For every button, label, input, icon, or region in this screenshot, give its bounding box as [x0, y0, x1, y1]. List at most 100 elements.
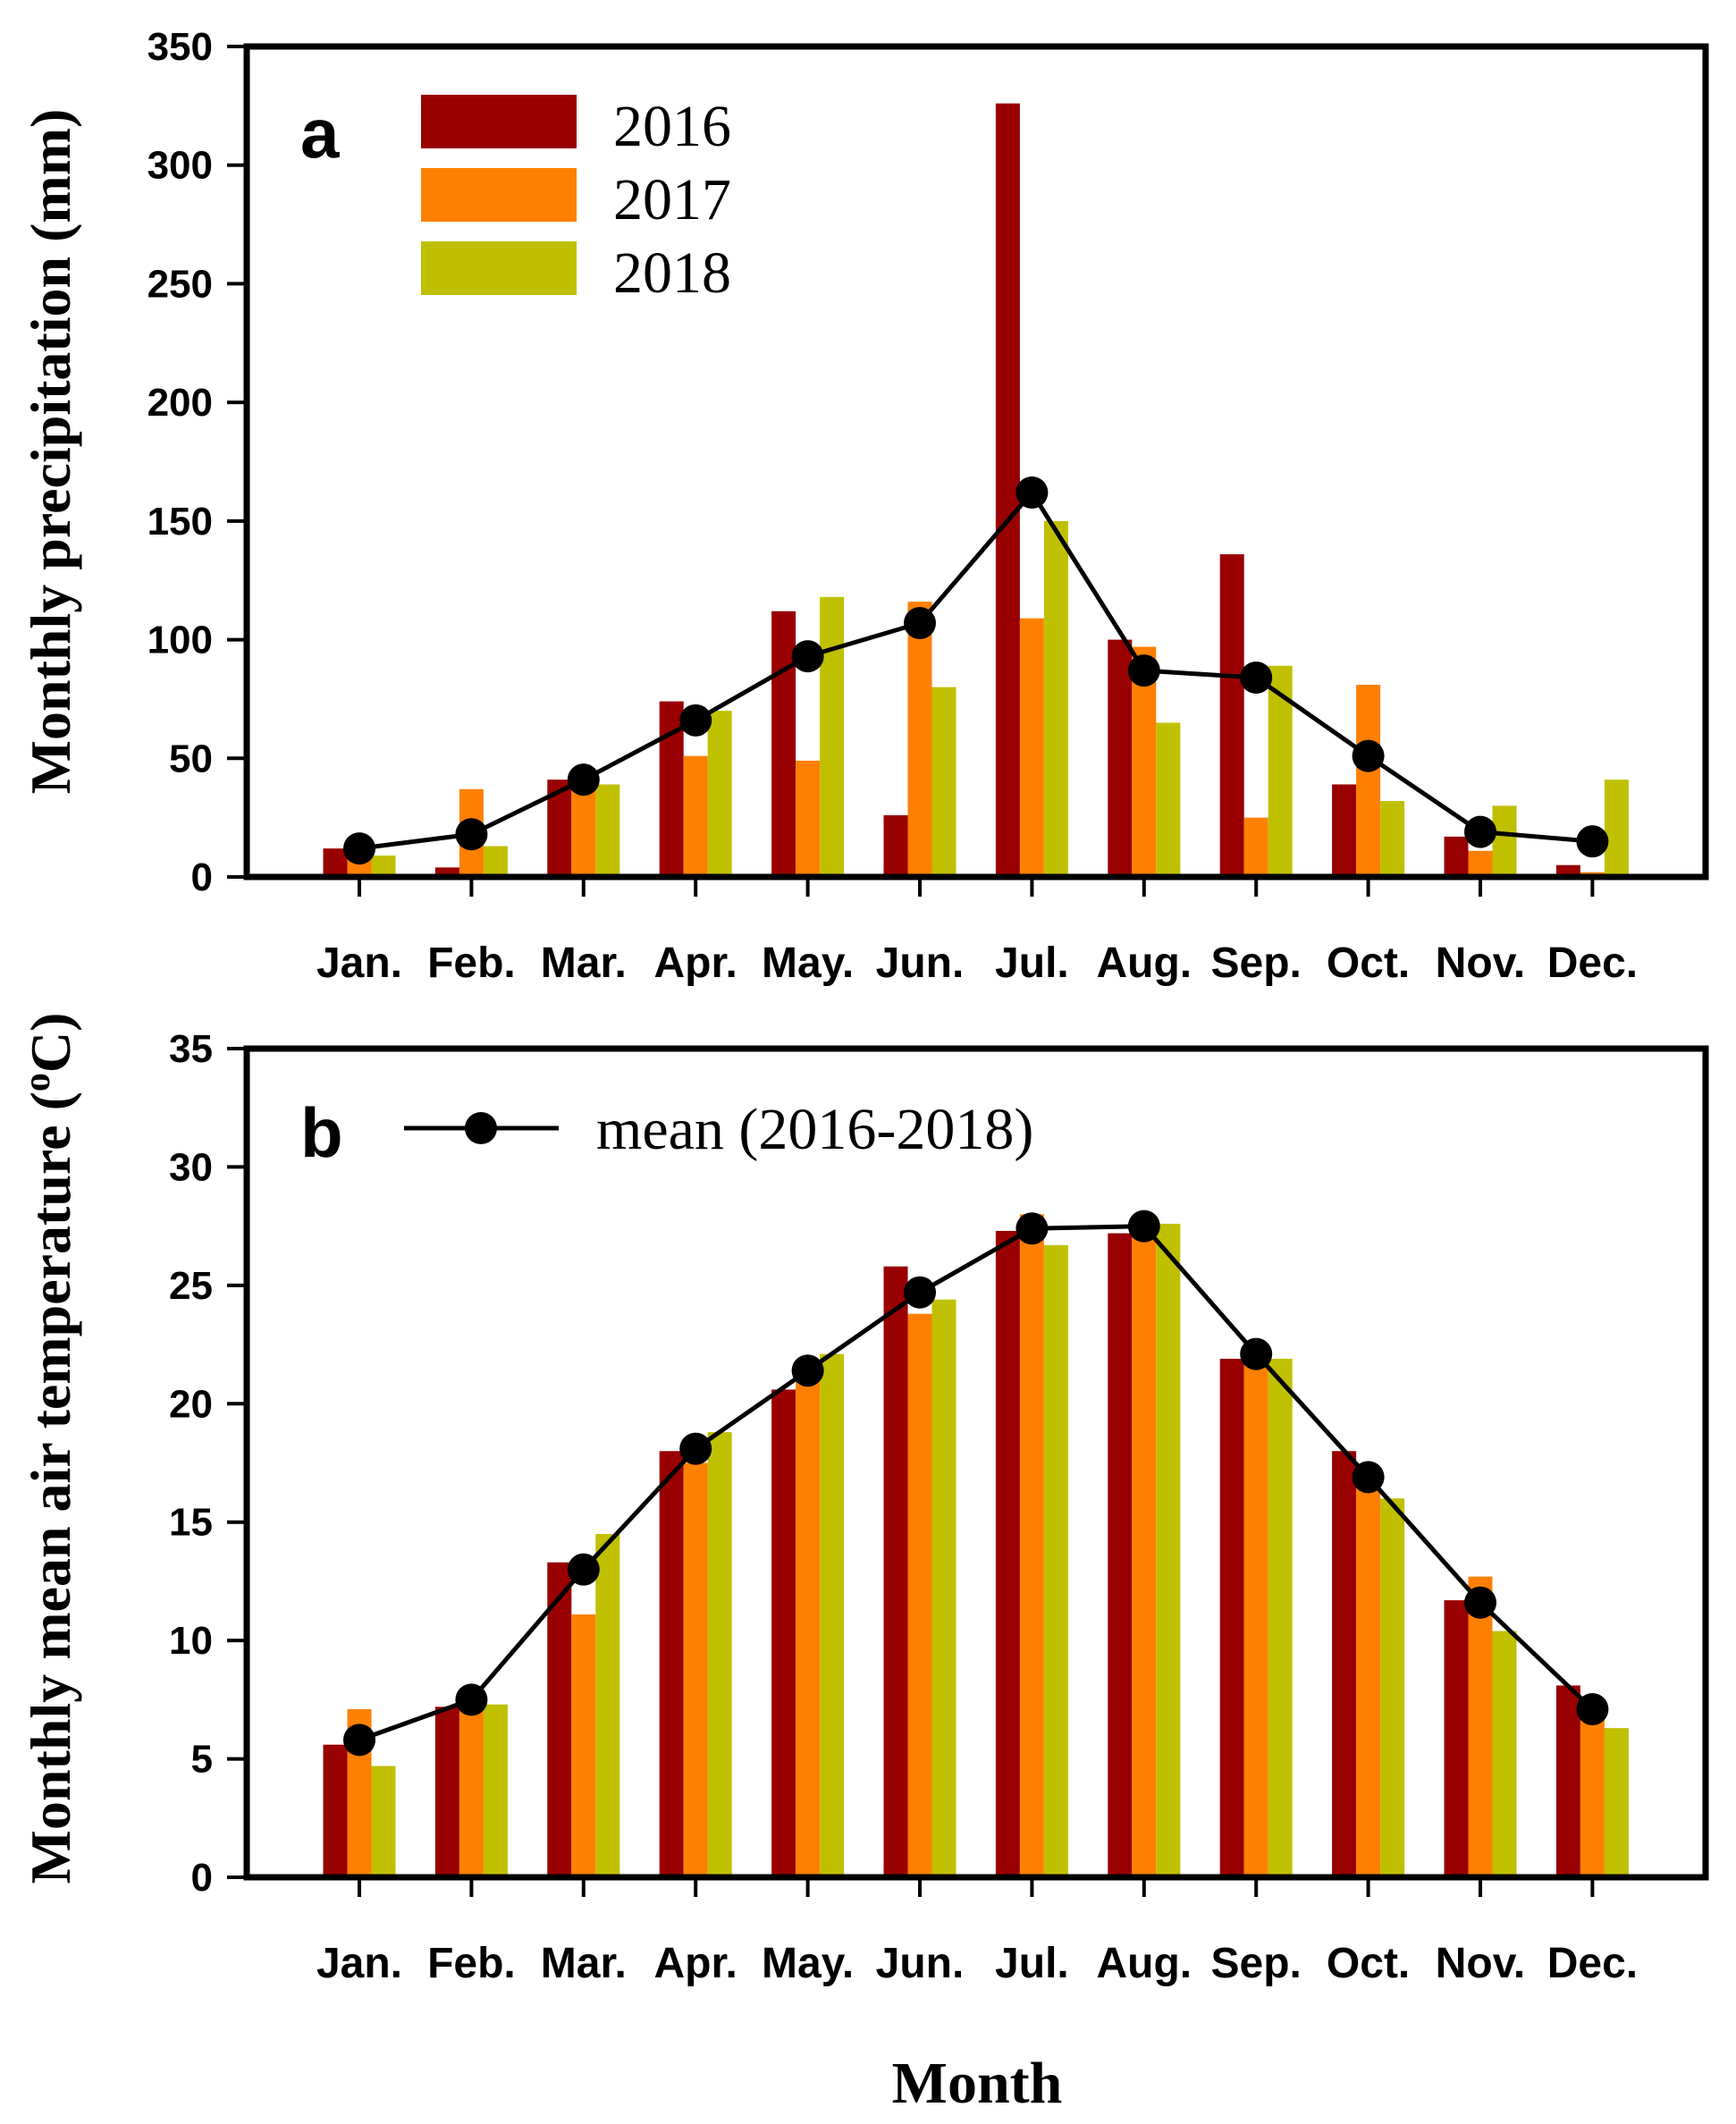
y-tick-label: 350: [147, 25, 213, 69]
mean-point-jun: [904, 606, 936, 639]
bar-2018-dec: [1604, 780, 1629, 877]
mean-point-may: [791, 1354, 824, 1387]
panel-b-bars: [323, 1214, 1629, 1877]
legend-label-2017: 2017: [613, 167, 731, 232]
bar-2017-jul: [1019, 618, 1044, 877]
legend-label-2018: 2018: [613, 240, 731, 306]
panel-b-x-ticks: Jan. Feb. Mar. Apr. May. Jun. Jul. Aug. Sep. Oct.…: [316, 1877, 1638, 1987]
bar-2018-sep: [1268, 665, 1293, 877]
bar-2016-oct: [1332, 784, 1357, 877]
x-tick-label: Feb.: [427, 1940, 516, 1987]
bar-2016-jul: [995, 103, 1020, 877]
bar-2016-jun: [883, 1266, 908, 1877]
panel-a-precipitation: 0 50 100 150 200 250 300 350 Jan. Feb. Mar. Apr. Ma…: [19, 25, 1709, 987]
bar-2016-may: [771, 611, 796, 877]
bar-2016-may: [771, 1389, 796, 1877]
bar-2016-oct: [1332, 1451, 1357, 1877]
x-tick-label: Mar.: [541, 940, 627, 987]
legend-swatch-2016: [421, 95, 577, 148]
mean-point-jun: [904, 1276, 936, 1309]
bar-2017-nov: [1468, 1576, 1493, 1877]
bar-2016-jul: [995, 1230, 1020, 1877]
x-tick-label: Oct.: [1327, 1940, 1410, 1987]
mean-point-may: [791, 640, 824, 673]
x-tick-label: Sep.: [1211, 1940, 1302, 1987]
panel-a-bars: [323, 103, 1629, 877]
mean-point-feb: [455, 818, 488, 851]
bar-2018-sep: [1268, 1358, 1293, 1877]
x-tick-label: Dec.: [1547, 1940, 1638, 1987]
bar-2016-sep: [1219, 554, 1244, 877]
bar-2018-apr: [707, 711, 732, 877]
y-tick-label: 0: [191, 856, 213, 899]
bar-2016-nov: [1444, 1600, 1469, 1877]
y-tick-label: 50: [169, 737, 213, 780]
panel-b-letter: b: [300, 1093, 343, 1172]
panel-b-mean-line: [343, 1210, 1609, 1757]
x-tick-label: Jan.: [316, 1940, 402, 1987]
mean-point-sep: [1240, 1337, 1273, 1370]
mean-point-nov: [1464, 815, 1496, 848]
mean-point-aug: [1127, 1210, 1160, 1243]
mean-point-nov: [1464, 1586, 1496, 1619]
y-tick-label: 150: [147, 500, 213, 544]
y-tick-label: 20: [169, 1382, 213, 1426]
bar-2016-sep: [1219, 1358, 1244, 1877]
bar-2017-jul: [1019, 1214, 1044, 1877]
bar-2017-sep: [1243, 1361, 1268, 1877]
bar-2016-dec: [1555, 1685, 1580, 1877]
mean-point-apr: [679, 704, 712, 737]
y-tick-label: 300: [147, 144, 213, 188]
bar-2017-oct: [1356, 685, 1381, 877]
x-tick-label: May.: [762, 1940, 854, 1987]
bar-2016-jun: [883, 814, 908, 877]
x-tick-label: Jun.: [876, 940, 965, 987]
bar-2018-oct: [1380, 1498, 1405, 1877]
mean-point-oct: [1352, 739, 1385, 772]
bar-2018-dec: [1604, 1728, 1629, 1877]
bar-2018-mar: [595, 1533, 620, 1877]
x-tick-label: Jul.: [995, 1940, 1069, 1987]
bar-2018-may: [820, 1353, 845, 1877]
x-tick-label: Nov.: [1436, 940, 1525, 987]
bar-2017-nov: [1468, 850, 1493, 877]
bar-2017-mar: [571, 781, 596, 877]
bar-2018-aug: [1156, 1223, 1181, 1877]
bar-2016-feb: [434, 867, 459, 877]
bar-2018-mar: [595, 784, 620, 877]
panel-a-mean-line: [343, 476, 1609, 865]
legend-mean-marker: [465, 1112, 497, 1144]
bar-2017-may: [796, 760, 821, 877]
bar-2017-aug: [1132, 1226, 1157, 1877]
bar-2016-jan: [323, 848, 348, 877]
y-tick-label: 35: [169, 1027, 213, 1071]
bar-2017-apr: [683, 1462, 708, 1877]
y-tick-label: 10: [169, 1619, 213, 1663]
bar-2018-jul: [1043, 1244, 1068, 1877]
bar-2017-sep: [1243, 817, 1268, 877]
bar-2018-nov: [1492, 1631, 1517, 1877]
x-tick-label: Apr.: [654, 940, 737, 987]
mean-line: [358, 488, 1593, 851]
y-tick-label: 30: [169, 1145, 213, 1189]
panel-b-y-ticks: 0 5 10 15 20 25 30 35: [169, 1027, 247, 1900]
panel-a-letter: a: [300, 94, 340, 173]
y-tick-label: 100: [147, 619, 213, 662]
bar-2018-nov: [1492, 805, 1517, 877]
y-tick-label: 200: [147, 381, 213, 425]
y-tick-label: 250: [147, 262, 213, 306]
legend-swatch-2018: [421, 241, 577, 295]
bar-2017-jun: [907, 1313, 932, 1877]
panel-a-x-ticks: Jan. Feb. Mar. Apr. May. Jun. Jul. Aug. Sep. Oct.…: [316, 877, 1638, 987]
mean-point-jan: [343, 832, 375, 865]
bar-2017-feb: [459, 1699, 484, 1877]
bar-2017-dec: [1580, 1704, 1605, 1877]
bar-2017-jun: [907, 602, 932, 877]
x-tick-label: Apr.: [654, 1940, 737, 1987]
y-tick-label: 5: [191, 1738, 213, 1782]
panel-a-y-ticks: 0 50 100 150 200 250 300 350: [147, 25, 247, 899]
bar-2016-mar: [547, 1562, 572, 1877]
legend-swatch-2017: [421, 168, 577, 222]
x-tick-label: Jan.: [316, 940, 402, 987]
